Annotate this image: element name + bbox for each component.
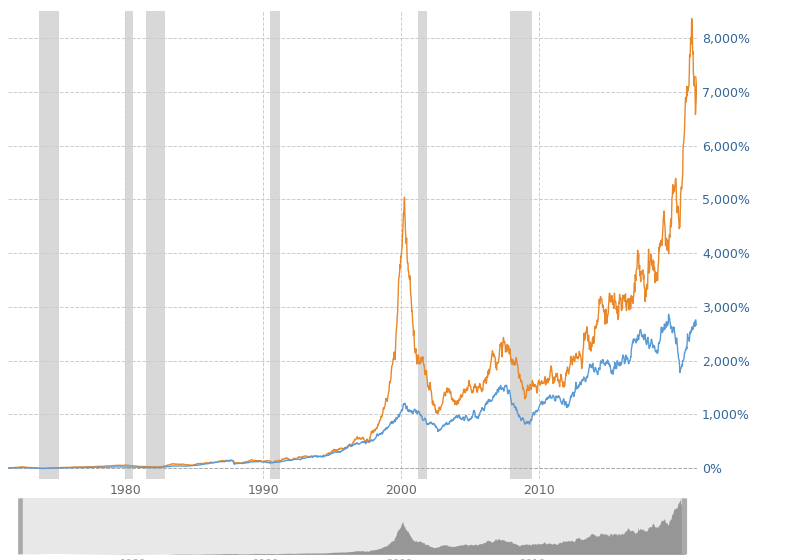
Bar [39,11,59,479]
Bar [270,11,280,479]
Bar [125,11,133,479]
FancyBboxPatch shape [682,498,687,554]
Bar [418,11,427,479]
FancyBboxPatch shape [19,498,23,554]
Bar [510,11,532,479]
Bar [146,11,165,479]
